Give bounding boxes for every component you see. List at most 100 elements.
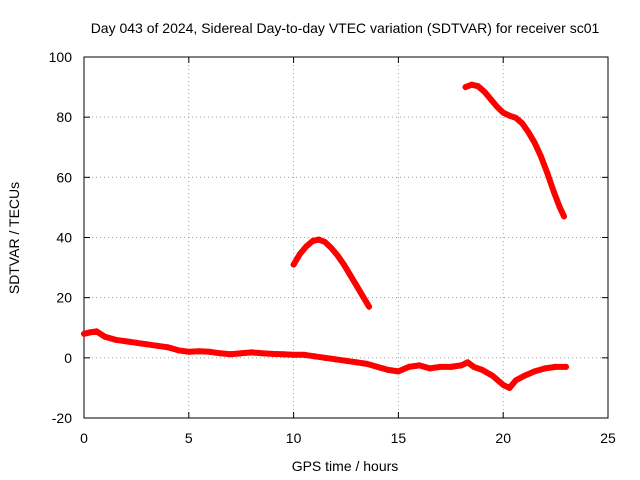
x-axis: 0 5 10 15 20 25 <box>80 57 616 446</box>
data-point <box>328 245 335 252</box>
data-point <box>227 351 234 358</box>
data-point <box>206 348 213 355</box>
data-point <box>280 351 287 358</box>
data-point <box>322 354 329 361</box>
data-point <box>426 365 433 372</box>
data-point <box>164 344 171 351</box>
data-point <box>248 349 255 356</box>
data-point <box>500 109 507 116</box>
x-tick-label: 5 <box>185 430 193 446</box>
data-point <box>437 363 444 370</box>
data-point <box>506 112 513 119</box>
series-satellite-pass-1 <box>81 328 570 391</box>
data-point <box>544 169 551 176</box>
series-satellite-pass-3 <box>462 81 567 220</box>
data-point <box>238 350 245 357</box>
data-point <box>481 88 488 95</box>
data-point <box>479 366 486 373</box>
data-point <box>296 251 303 258</box>
chart-title: Day 043 of 2024, Sidereal Day-to-day VTE… <box>91 20 600 36</box>
data-point <box>309 238 316 245</box>
data-point <box>112 336 119 343</box>
data-point <box>384 366 391 373</box>
data-point <box>416 362 423 369</box>
data-point <box>290 351 297 358</box>
y-axis: -20 0 20 40 60 80 100 <box>49 49 608 426</box>
data-point <box>563 363 570 370</box>
data-point <box>301 351 308 358</box>
data-point <box>512 114 519 121</box>
data-point <box>366 303 373 310</box>
y-tick-label: 40 <box>56 230 72 246</box>
data-point <box>101 333 108 340</box>
data-point <box>506 384 513 391</box>
data-point <box>353 282 360 289</box>
data-point <box>154 342 161 349</box>
data-point <box>311 353 318 360</box>
data-point <box>531 139 538 146</box>
data-point <box>343 357 349 364</box>
series-line <box>462 81 567 220</box>
data-point <box>475 83 482 90</box>
x-tick-label: 15 <box>391 430 407 446</box>
y-tick-label: -20 <box>52 410 72 426</box>
data-point <box>519 120 526 127</box>
data-point <box>560 213 567 220</box>
data-point <box>512 377 519 384</box>
data-point <box>315 236 322 243</box>
y-axis-label: SDTVAR / TECUs <box>6 182 22 294</box>
data-point <box>334 252 341 259</box>
data-point <box>552 363 559 370</box>
data-point <box>556 204 563 211</box>
data-point <box>196 348 203 355</box>
data-point <box>405 363 412 370</box>
x-tick-label: 20 <box>495 430 511 446</box>
data-point <box>303 243 310 250</box>
data-point <box>487 96 494 103</box>
data-point <box>322 239 329 246</box>
data-point <box>521 372 528 379</box>
data-point <box>550 187 557 194</box>
data-point <box>537 153 544 160</box>
data-point <box>493 103 500 110</box>
data-point <box>332 356 339 363</box>
data-point <box>87 329 94 336</box>
data-point <box>531 368 538 375</box>
data-point <box>122 338 129 345</box>
data-point <box>447 363 454 370</box>
data-point <box>489 372 496 379</box>
data-point <box>374 363 381 370</box>
plot-frame <box>83 56 609 419</box>
y-tick-label: 100 <box>49 49 73 65</box>
data-point <box>217 350 224 357</box>
data-point <box>525 129 532 136</box>
data-point <box>185 348 192 355</box>
y-tick-label: 0 <box>64 350 72 366</box>
data-point <box>359 293 366 300</box>
data-point <box>500 381 507 388</box>
data-point <box>133 339 140 346</box>
data-point <box>353 359 360 366</box>
data-point <box>462 84 469 91</box>
data-point <box>290 261 297 268</box>
gridlines <box>84 57 608 418</box>
x-tick-label: 25 <box>600 430 616 446</box>
x-tick-label: 10 <box>286 430 302 446</box>
data-point <box>458 362 465 369</box>
series-satellite-pass-2 <box>290 236 373 310</box>
data-point <box>143 341 150 348</box>
x-axis-label: GPS time / hours <box>292 458 399 474</box>
data-point <box>175 347 182 354</box>
data-point <box>468 81 475 88</box>
y-tick-label: 80 <box>56 109 72 125</box>
data-point <box>347 272 354 279</box>
plot-series <box>81 81 570 391</box>
x-tick-label: 0 <box>80 430 88 446</box>
data-point <box>340 261 347 268</box>
data-point <box>395 368 402 375</box>
data-point <box>269 350 276 357</box>
y-tick-label: 60 <box>56 169 72 185</box>
y-tick-label: 20 <box>56 290 72 306</box>
data-point <box>470 363 477 370</box>
